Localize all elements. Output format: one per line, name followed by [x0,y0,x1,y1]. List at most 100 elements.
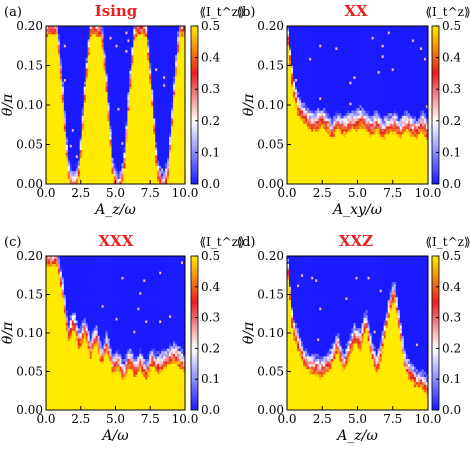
heatmap-cell [307,105,310,108]
heatmap-cell [125,141,128,145]
heatmap-cell [67,62,71,66]
heatmap-cell [179,126,182,129]
heatmap-cell [153,155,156,158]
heatmap-cell [181,165,184,169]
heatmap-cell [71,162,75,166]
heatmap-cell [307,62,310,66]
heatmap-cell [133,120,136,124]
heatmap-cell [109,91,112,95]
heatmap-cell [117,165,120,169]
heatmap-cell [139,118,142,122]
heatmap-cell [81,68,85,72]
heatmap-cell [61,57,65,61]
heatmap-cell [115,60,118,64]
heatmap-cell [85,57,88,61]
heatmap-cell [47,52,51,56]
heatmap-cell [127,149,130,153]
heatmap-cell [297,155,300,158]
heatmap-cell [85,33,88,37]
heatmap-cell [51,68,55,72]
heatmap-cell [95,152,98,156]
heatmap-cell [151,65,154,69]
heatmap-cell [107,26,110,29]
heatmap-cell [55,44,59,48]
heatmap-cell [103,49,106,53]
heatmap-cell [129,123,132,127]
heatmap-cell [73,131,77,135]
heatmap-cell [49,141,53,145]
heatmap-cell [297,170,300,174]
heatmap-cell [109,39,112,43]
heatmap-cell [67,44,71,48]
heatmap-cell [107,123,110,127]
heatmap-cell [97,118,100,122]
heatmap-cell [299,73,302,77]
heatmap-cell [59,68,63,72]
heatmap-cell [299,41,302,45]
heatmap-cell [177,73,180,77]
heatmap-cell [159,65,162,69]
heatmap-cell [49,33,53,37]
heatmap-cell [135,83,138,87]
heatmap-cell [97,123,100,127]
heatmap-cell [67,73,71,77]
heatmap-cell [75,105,79,108]
heatmap-cell [159,33,162,37]
heatmap-cell [153,128,156,132]
heatmap-cell [65,54,69,58]
heatmap-cell [291,36,294,40]
heatmap-cell [49,41,53,45]
heatmap-cell [121,57,124,61]
heatmap-cell [301,155,304,158]
heatmap-cell [171,162,174,166]
heatmap-cell [83,33,87,37]
heatmap-cell [297,126,300,129]
heatmap-cell [141,83,144,87]
heatmap-cell [309,162,312,166]
heatmap-cell [307,168,310,172]
heatmap-cell [155,68,158,72]
heatmap-cell [105,105,108,108]
heatmap-cell [46,49,49,53]
heatmap-cell [293,73,296,77]
heatmap-cell [105,31,108,35]
heatmap-cell [109,173,112,177]
heatmap-cell [79,141,83,145]
heatmap-cell [85,68,88,72]
heatmap-cell [89,94,92,98]
heatmap-cell [175,60,178,64]
heatmap-cell [161,65,164,69]
heatmap-cell [115,47,118,50]
heatmap-cell [169,139,172,143]
heatmap-cell [141,99,144,103]
heatmap-cell [69,52,73,56]
heatmap-cell [121,176,124,180]
heatmap-cell [163,120,166,124]
heatmap-cell [143,118,146,122]
heatmap-cell [57,26,61,29]
heatmap-cell [303,73,306,77]
heatmap-cell [289,86,292,90]
heatmap-cell [155,49,158,53]
heatmap-cell [73,81,77,85]
heatmap-cell [155,60,158,64]
heatmap-cell [103,28,106,32]
heatmap-cell [85,118,88,122]
heatmap-cell [175,131,178,135]
heatmap-cell [47,165,51,169]
heatmap-cell [69,157,73,161]
heatmap-cell [77,39,81,43]
heatmap-cell [73,39,77,43]
heatmap-cell [95,157,98,161]
heatmap-cell [301,157,304,161]
heatmap-cell [151,147,154,151]
heatmap-cell [301,68,304,72]
heatmap-cell [309,57,312,61]
heatmap-cell [303,31,306,35]
heatmap-cell [47,178,51,182]
heatmap-cell [175,144,178,148]
heatmap-cell [69,99,73,103]
heatmap-cell [115,52,118,56]
heatmap-cell [93,81,96,85]
heatmap-cell [149,115,152,119]
